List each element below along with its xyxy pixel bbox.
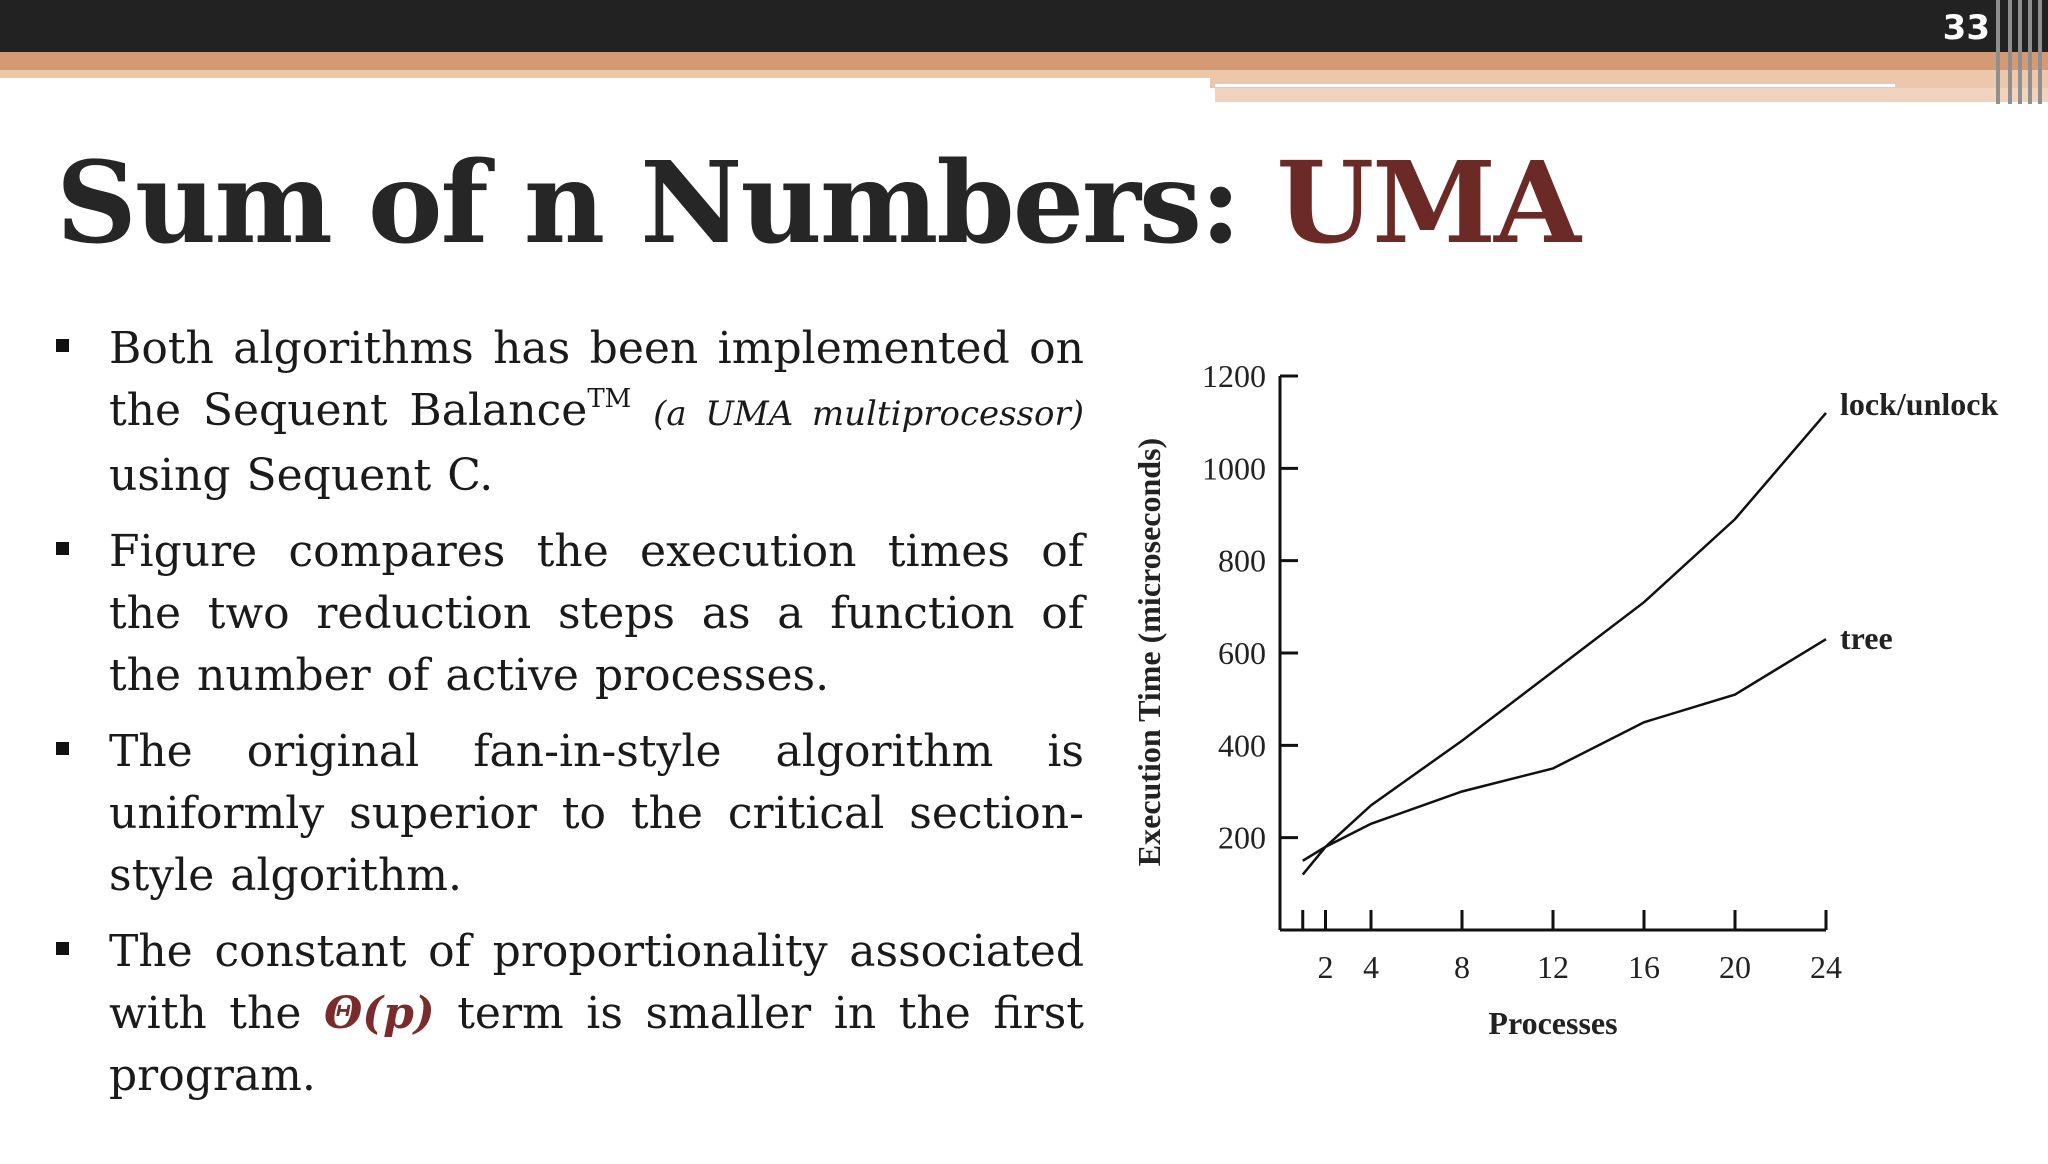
bullet-item: The original fan-in-style algorithm is u…: [52, 721, 1084, 907]
y-ticks: 200 400 600 800 1000 1200: [1202, 358, 1298, 856]
top-bar: [0, 0, 2048, 52]
slide-number: 33: [1942, 8, 1990, 48]
y-tick-label: 800: [1218, 543, 1266, 579]
x-tick-label: 4: [1363, 949, 1379, 985]
bullet-item: The constant of proportionality associat…: [52, 921, 1084, 1107]
series-label: lock/unlock: [1840, 386, 1998, 422]
bullet-2-text: Figure compares the execution times of t…: [109, 526, 1084, 701]
bullet-list: Both algorithms has been implemented on …: [52, 318, 1084, 1121]
bullet-3-text: The original fan-in-style algorithm is u…: [109, 726, 1084, 901]
theta-symbol: Θ(p): [323, 988, 435, 1039]
x-ticks: 2 4 8 12 16 20 24: [1301, 910, 1842, 985]
bullet-square-icon: [56, 742, 69, 755]
bullet-4-text-end: term is smaller in the first program.: [109, 988, 1084, 1101]
header-divider-line: [1215, 84, 1895, 87]
x-axis-label: Processes: [1488, 1005, 1617, 1041]
y-axis-label: Execution Time (microseconds): [1131, 438, 1167, 866]
execution-time-chart: 200 400 600 800 1000 1200 2 4 8 12 16 20 24 lock/un…: [1131, 358, 1998, 1041]
bullet-1-text-end: using Sequent C.: [109, 450, 494, 501]
bullet-square-icon: [56, 339, 69, 352]
y-tick-label: 1000: [1202, 450, 1266, 486]
y-tick-label: 1200: [1202, 358, 1266, 394]
header-accent-bar: [0, 52, 2048, 70]
x-tick-label: 8: [1454, 949, 1470, 985]
bullet-1-text: Both algorithms has been implemented on …: [109, 323, 1084, 436]
x-tick-label: 2: [1318, 949, 1334, 985]
edge-stripes: [1988, 0, 2048, 104]
x-tick-label: 16: [1628, 949, 1660, 985]
series-label: tree: [1840, 620, 1893, 656]
chart-series: lock/unlock tree: [1301, 386, 1998, 876]
chart-axes: [1278, 376, 1826, 932]
bullet-text: Both algorithms has been implemented on …: [109, 318, 1084, 507]
series-line-lock-unlock: [1301, 412, 1827, 876]
x-tick-label: 12: [1537, 949, 1569, 985]
bullet-square-icon: [56, 542, 69, 555]
slide-title-accent: UMA: [1276, 138, 1581, 269]
trademark-superscript: TM: [587, 384, 632, 414]
series-line-tree: [1302, 638, 1827, 862]
bullet-item: Figure compares the execution times of t…: [52, 521, 1084, 707]
header-accent-bar-left: [0, 70, 1210, 78]
y-tick-label: 200: [1218, 820, 1266, 856]
slide-title: Sum of n Numbers: UMA: [56, 148, 1581, 260]
header-accent-bar-lower: [1215, 88, 2048, 102]
bullet-1-note: (a UMA multiprocessor): [653, 394, 1084, 434]
x-tick-label: 20: [1719, 949, 1751, 985]
x-tick-label: 24: [1810, 949, 1842, 985]
slide-title-main: Sum of n Numbers:: [56, 138, 1241, 269]
y-tick-label: 400: [1218, 727, 1266, 763]
bullet-text: The constant of proportionality associat…: [109, 921, 1084, 1107]
header-accent-bar-right: [1210, 70, 2048, 88]
y-tick-label: 600: [1218, 635, 1266, 671]
bullet-square-icon: [56, 942, 69, 955]
bullet-4-text: The constant of proportionality associat…: [109, 926, 1084, 1039]
bullet-item: Both algorithms has been implemented on …: [52, 318, 1084, 507]
